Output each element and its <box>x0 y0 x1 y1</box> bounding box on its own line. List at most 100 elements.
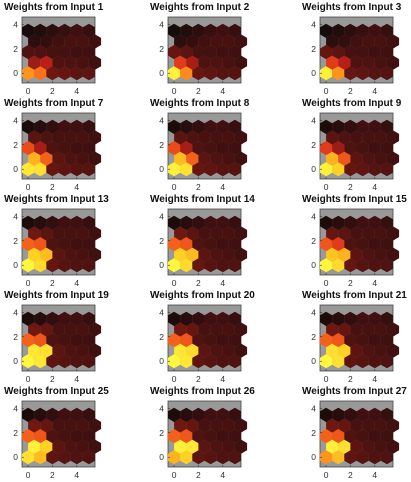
hex-cell <box>210 151 223 166</box>
hex-cell <box>88 130 102 145</box>
hex-cell <box>76 226 89 241</box>
hex-cell <box>186 55 199 70</box>
hex-cell <box>344 258 357 273</box>
y-tick-label: 0 <box>13 68 18 78</box>
y-tick-label: 2 <box>13 140 18 150</box>
x-tick-label: 0 <box>324 278 329 288</box>
x-tick-label: 4 <box>372 374 377 384</box>
hex-cell <box>350 151 363 166</box>
y-tick-label: 4 <box>13 115 18 125</box>
hex-cell <box>70 215 83 230</box>
hex-cell <box>344 162 357 177</box>
hex-cell <box>28 55 41 70</box>
hex-cell <box>350 322 363 337</box>
hex-cell <box>192 258 205 273</box>
hex-cell <box>228 45 241 60</box>
hex-cell <box>216 311 229 326</box>
hex-cell <box>70 333 83 348</box>
hex-cell <box>204 162 217 177</box>
y-tick-label: 4 <box>311 19 316 29</box>
hex-cell <box>362 439 375 454</box>
hex-cell <box>76 34 89 49</box>
hex-cell <box>332 450 345 465</box>
hex-cell <box>88 343 102 358</box>
x-tick-label: 2 <box>50 182 55 192</box>
hex-cell <box>234 322 248 337</box>
hex-cell <box>380 311 393 326</box>
hex-cell <box>58 258 71 273</box>
hex-cell <box>52 226 65 241</box>
hex-cell <box>174 151 187 166</box>
hex-cell <box>374 343 387 358</box>
hex-cell <box>216 45 229 60</box>
x-tick-label: 0 <box>26 182 31 192</box>
hex-weight-map: 0 2 4 0 2 4 <box>159 304 248 384</box>
x-tick-label: 0 <box>26 278 31 288</box>
hex-cell <box>326 55 339 70</box>
hex-cell <box>368 311 381 326</box>
hex-cell <box>64 322 77 337</box>
hex-cell <box>356 311 369 326</box>
hex-cell <box>186 343 199 358</box>
hex-cell <box>338 34 351 49</box>
hex-cell <box>210 322 223 337</box>
hex-cell <box>228 119 241 134</box>
hex-cell <box>344 237 357 252</box>
hex-cell <box>356 45 369 60</box>
hex-cell <box>22 215 35 230</box>
hex-cell <box>76 322 89 337</box>
x-tick-label: 2 <box>348 470 353 480</box>
hex-cell <box>210 343 223 358</box>
hex-cell <box>168 162 181 177</box>
hex-cell <box>70 66 83 81</box>
hex-weight-map: 0 2 4 0 2 4 <box>311 400 400 480</box>
y-tick-label: 2 <box>13 428 18 438</box>
hex-cell <box>40 226 53 241</box>
hex-cell <box>180 333 193 348</box>
x-tick-label: 2 <box>196 374 201 384</box>
hex-cell <box>174 55 187 70</box>
hex-cell <box>22 258 35 273</box>
hex-cell <box>332 237 345 252</box>
x-tick-label: 0 <box>172 182 177 192</box>
hex-cell <box>52 55 65 70</box>
y-tick-label: 0 <box>311 452 316 462</box>
hex-cell <box>332 119 345 134</box>
hex-cell <box>362 226 375 241</box>
panel-title: Weights from Input 26 <box>150 386 255 397</box>
hex-weight-map: 0 2 4 0 2 4 <box>13 208 102 288</box>
hex-cell <box>222 343 235 358</box>
hex-cell <box>228 429 241 444</box>
panel-title: Weights from Input 19 <box>4 290 109 301</box>
hex-cell <box>326 34 339 49</box>
hex-cell <box>380 429 393 444</box>
hex-cell <box>174 418 187 433</box>
hex-cell <box>174 343 187 358</box>
panel-title: Weights from Input 1 <box>4 2 104 13</box>
hex-cell <box>338 151 351 166</box>
hex-cell <box>386 34 400 49</box>
hex-cell <box>380 450 393 465</box>
hex-cell <box>210 439 223 454</box>
x-tick-label: 4 <box>220 470 225 480</box>
hex-cell <box>22 333 35 348</box>
panel-title: Weights from Input 7 <box>4 98 104 109</box>
hex-cell <box>222 34 235 49</box>
hex-cell <box>76 343 89 358</box>
hex-cell <box>64 343 77 358</box>
hex-cell <box>70 162 83 177</box>
hex-cell <box>46 141 59 156</box>
hex-cell <box>70 141 83 156</box>
hex-cell <box>180 237 193 252</box>
hex-cell <box>186 247 199 262</box>
y-tick-label: 0 <box>13 260 18 270</box>
y-tick-label: 4 <box>13 307 18 317</box>
x-tick-label: 4 <box>74 278 79 288</box>
hex-cell <box>386 322 400 337</box>
hex-cell <box>174 247 187 262</box>
hex-cell <box>374 151 387 166</box>
hex-cell <box>192 119 205 134</box>
hex-cell <box>34 258 47 273</box>
x-tick-label: 4 <box>372 182 377 192</box>
hex-cell <box>52 322 65 337</box>
